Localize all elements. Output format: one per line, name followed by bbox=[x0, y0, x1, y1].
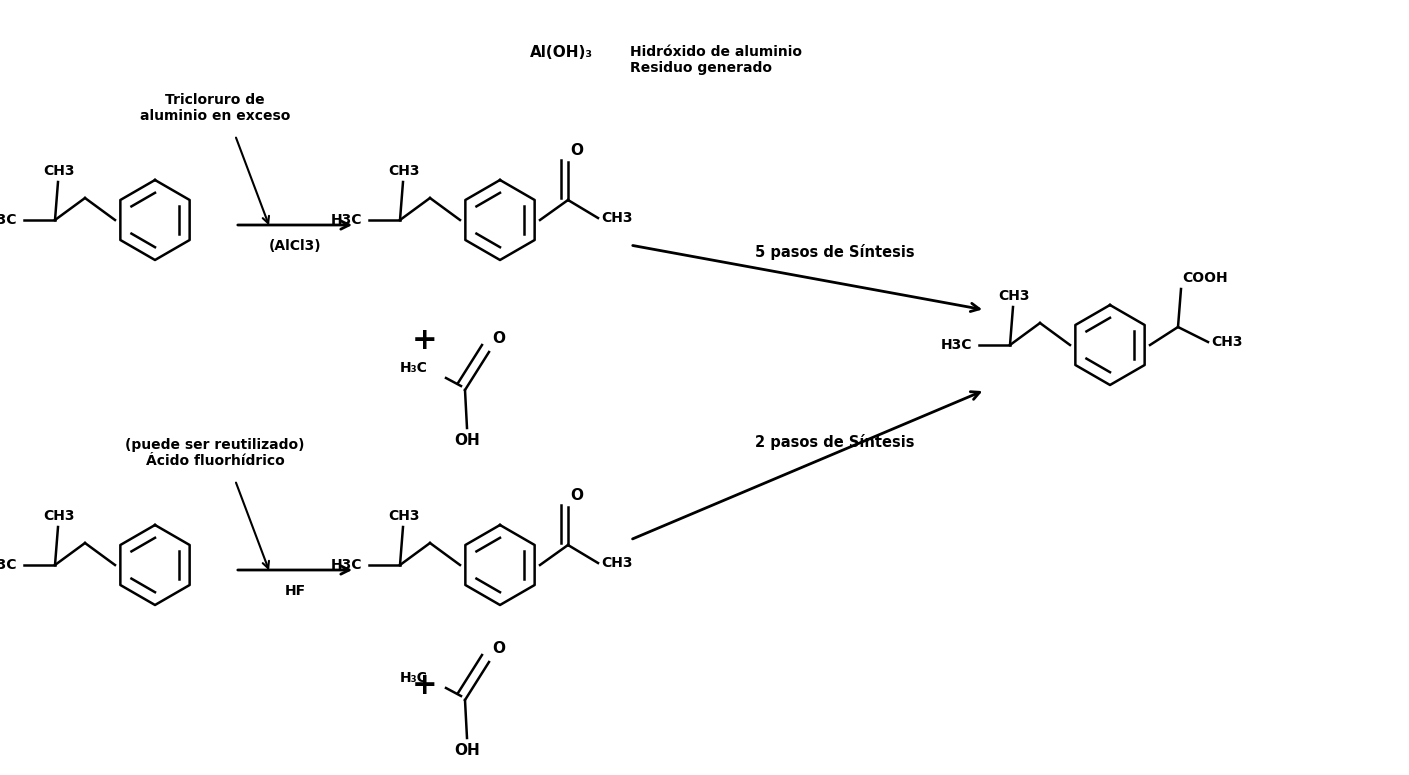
Text: Al(OH)₃: Al(OH)₃ bbox=[530, 45, 593, 60]
Text: H3C: H3C bbox=[0, 213, 17, 227]
Text: CH3: CH3 bbox=[44, 164, 75, 178]
Text: (AlCl3): (AlCl3) bbox=[269, 239, 321, 253]
Text: CH3: CH3 bbox=[602, 211, 633, 225]
Text: H₃C: H₃C bbox=[400, 361, 428, 375]
Text: O: O bbox=[492, 641, 504, 656]
Text: H3C: H3C bbox=[0, 558, 17, 572]
Text: CH3: CH3 bbox=[998, 289, 1030, 303]
Text: O: O bbox=[571, 488, 583, 503]
Text: Hidróxido de aluminio
Residuo generado: Hidróxido de aluminio Residuo generado bbox=[630, 45, 802, 75]
Text: CH3: CH3 bbox=[389, 164, 420, 178]
Text: 2 pasos de Síntesis: 2 pasos de Síntesis bbox=[755, 434, 914, 450]
Text: CH3: CH3 bbox=[389, 509, 420, 523]
Text: +: + bbox=[413, 670, 438, 700]
Text: CH3: CH3 bbox=[602, 556, 633, 570]
Text: COOH: COOH bbox=[1182, 271, 1227, 285]
Text: H3C: H3C bbox=[331, 213, 362, 227]
Text: CH3: CH3 bbox=[1210, 335, 1243, 349]
Text: Tricloruro de
aluminio en exceso: Tricloruro de aluminio en exceso bbox=[139, 93, 290, 123]
Text: (puede ser reutilizado)
Ácido fluorhídrico: (puede ser reutilizado) Ácido fluorhídri… bbox=[125, 438, 304, 468]
Text: OH: OH bbox=[454, 433, 480, 448]
Text: O: O bbox=[492, 331, 504, 346]
Text: 5 pasos de Síntesis: 5 pasos de Síntesis bbox=[755, 244, 914, 260]
Text: HF: HF bbox=[285, 584, 306, 598]
Text: H3C: H3C bbox=[331, 558, 362, 572]
Text: H3C: H3C bbox=[940, 338, 972, 352]
Text: H₃C: H₃C bbox=[400, 671, 428, 685]
Text: +: + bbox=[413, 326, 438, 354]
Text: CH3: CH3 bbox=[44, 509, 75, 523]
Text: OH: OH bbox=[454, 743, 480, 758]
Text: O: O bbox=[571, 143, 583, 158]
